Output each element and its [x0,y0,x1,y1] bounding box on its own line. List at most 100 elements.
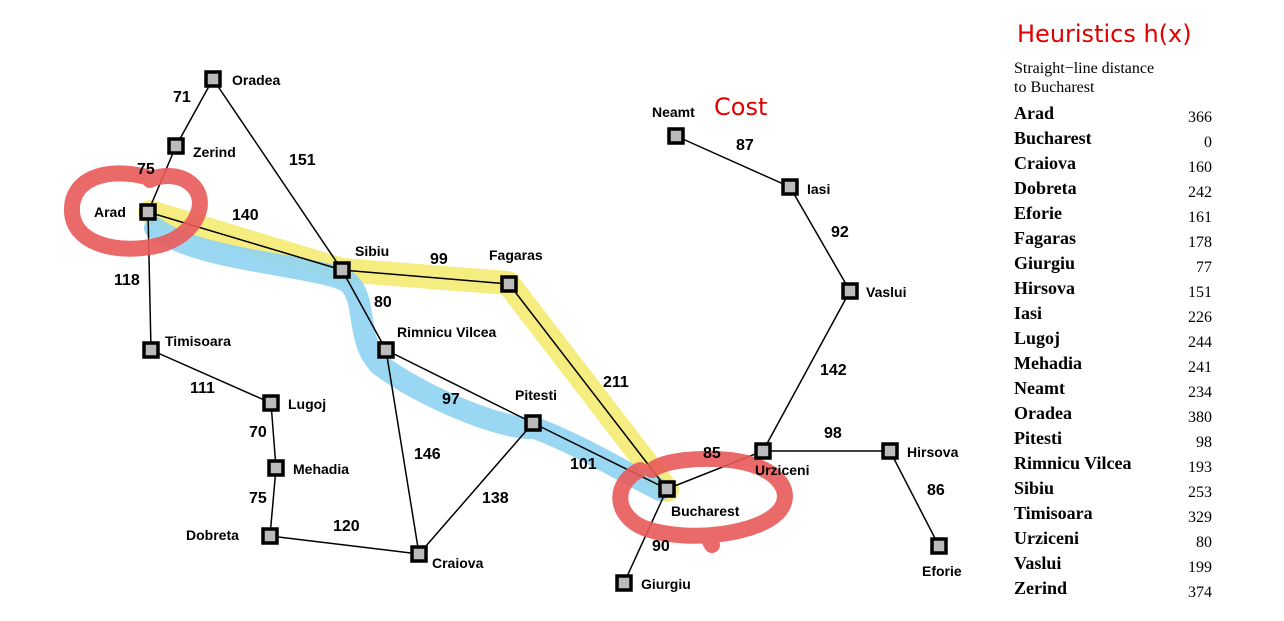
node-sibiu [335,263,349,277]
edge-mehadia-dobreta [270,468,276,536]
cost-lugoj-mehadia: 70 [249,424,267,441]
label-dobreta: Dobreta [186,527,239,543]
cost-urziceni-vaslui: 142 [820,362,847,379]
heuristic-value: 241 [1188,359,1212,376]
cost-sibiu-fagaras: 99 [430,251,448,268]
heuristic-value: 366 [1188,109,1212,126]
label-rimnicu: Rimnicu Vilcea [397,324,497,340]
edge-craiova-pitesti [419,423,533,554]
edge-iasi-neamt [676,136,790,187]
node-zerind [169,139,183,153]
cost-craiova-pitesti: 138 [482,490,509,507]
heuristic-city: Vaslui [1014,553,1061,573]
label-vaslui: Vaslui [866,284,906,300]
cost-mehadia-dobreta: 75 [249,490,267,507]
heuristic-value: 242 [1188,184,1212,201]
heuristics-subtitle-line2: to Bucharest [1014,79,1095,96]
heuristic-value: 329 [1188,509,1212,526]
label-giurgiu: Giurgiu [641,576,691,592]
node-mehadia [269,461,283,475]
heuristic-value: 193 [1188,459,1212,476]
cost-zerind-arad: 75 [137,161,155,178]
heuristics-subtitle-line1: Straight−line distance [1014,60,1154,77]
heuristic-city: Urziceni [1014,528,1079,548]
node-urziceni [756,444,770,458]
heuristic-value: 253 [1188,484,1212,501]
cost-rimnicu-pitesti: 97 [442,391,460,408]
heuristic-value: 244 [1188,334,1212,351]
label-mehadia: Mehadia [293,461,349,477]
label-zerind: Zerind [193,144,236,160]
label-urziceni: Urziceni [755,462,809,478]
node-oradea [206,72,220,86]
heuristics-rows: Arad 366Bucharest 0Craiova 160Dobreta 242Efo… [1014,103,1212,601]
heuristic-city: Mehadia [1014,353,1082,373]
heuristic-city: Pitesti [1014,428,1062,448]
node-pitesti [526,416,540,430]
cost-iasi-neamt: 87 [736,137,754,154]
heuristics-table: Heuristics h(x) Straight−line distance t… [1014,20,1212,601]
label-iasi: Iasi [807,181,830,197]
node-craiova [412,547,426,561]
node-lugoj [264,396,278,410]
cost-vaslui-iasi: 92 [831,224,849,241]
edge-dobreta-craiova [270,536,419,554]
node-neamt [669,129,683,143]
node-arad [141,205,155,219]
node-timisoara [144,343,158,357]
heuristic-value: 80 [1196,534,1212,551]
cost-arad-sibiu: 140 [232,207,259,224]
heuristic-city: Rimnicu Vilcea [1014,453,1132,473]
node-giurgiu [617,576,631,590]
heuristic-value: 380 [1188,409,1212,426]
cost-urziceni-hirsova: 98 [824,425,842,442]
cost-timisoara-lugoj: 111 [190,380,215,397]
heuristic-value: 98 [1196,434,1212,451]
label-fagaras: Fagaras [489,247,543,263]
label-bucharest: Bucharest [671,503,740,519]
label-eforie: Eforie [922,563,962,579]
cost-bucharest-urziceni: 85 [703,445,721,462]
highlight-layer [150,212,667,490]
heuristic-city: Timisoara [1014,503,1093,523]
heuristics-title: Heuristics h(x) [1017,20,1192,48]
node-eforie [932,539,946,553]
cost-arad-timisoara: 118 [114,272,140,289]
node-dobreta [263,529,277,543]
heuristic-value: 234 [1188,384,1212,401]
cost-dobreta-craiova: 120 [333,518,360,535]
heuristic-city: Arad [1014,103,1054,123]
edge-lugoj-mehadia [271,403,276,468]
heuristic-value: 199 [1188,559,1212,576]
label-hirsova: Hirsova [907,444,959,460]
label-sibiu: Sibiu [355,243,389,259]
cost-rimnicu-craiova: 146 [414,446,441,463]
label-neamt: Neamt [652,104,695,120]
heuristic-value: 0 [1204,134,1212,151]
node-hirsova [883,444,897,458]
heuristic-value: 226 [1188,309,1212,326]
heuristic-value: 77 [1196,259,1212,276]
cost-pitesti-bucharest: 101 [570,456,597,473]
cost-annotation: Cost [714,93,767,121]
heuristic-city: Fagaras [1014,228,1076,248]
node-bucharest [660,482,674,496]
heuristic-city: Giurgiu [1014,253,1075,273]
label-oradea: Oradea [232,72,280,88]
heuristic-value: 374 [1188,584,1212,601]
cost-bucharest-giurgiu: 90 [652,538,670,555]
cost-fagaras-bucharest: 211 [603,374,629,391]
node-rimnicu [379,343,393,357]
node-iasi [783,180,797,194]
heuristic-city: Lugoj [1014,328,1060,348]
heuristic-city: Dobreta [1014,178,1077,198]
heuristic-city: Craiova [1014,153,1076,173]
heuristic-value: 160 [1188,159,1212,176]
heuristic-city: Oradea [1014,403,1072,423]
label-timisoara: Timisoara [165,333,231,349]
heuristic-city: Neamt [1014,378,1065,398]
heuristic-city: Bucharest [1014,128,1092,148]
node-fagaras [502,277,516,291]
cost-sibiu-rimnicu: 80 [374,294,392,311]
